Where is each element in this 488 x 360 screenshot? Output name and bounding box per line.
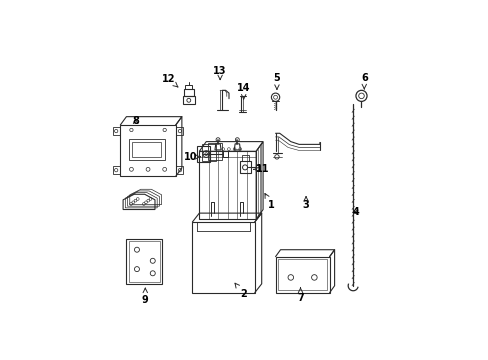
Text: 13: 13 [213, 66, 226, 80]
Text: 7: 7 [297, 288, 303, 303]
Text: 12: 12 [162, 74, 178, 87]
Text: 1: 1 [264, 194, 274, 210]
Text: 6: 6 [360, 73, 367, 89]
Text: 8: 8 [132, 116, 139, 126]
Text: 11: 11 [253, 164, 269, 174]
Text: 10: 10 [184, 152, 200, 162]
Text: 9: 9 [142, 288, 148, 305]
Text: 4: 4 [352, 207, 359, 217]
Text: 5: 5 [273, 73, 280, 89]
Text: 14: 14 [237, 82, 250, 99]
Text: 2: 2 [235, 283, 246, 299]
Text: 3: 3 [302, 197, 309, 210]
